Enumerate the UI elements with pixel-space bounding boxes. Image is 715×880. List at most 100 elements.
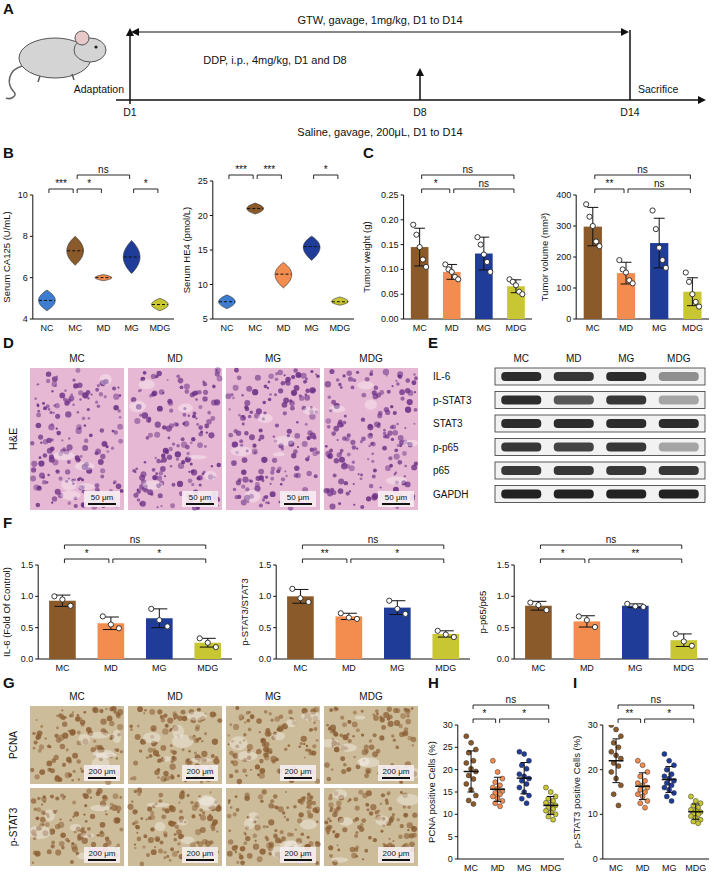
image-texture: [207, 411, 211, 415]
image-texture: [55, 849, 61, 855]
image-texture: [248, 415, 252, 419]
image-texture: [325, 418, 331, 424]
image-texture: [260, 738, 266, 744]
image-texture: [113, 405, 118, 410]
blot-band: [501, 490, 541, 499]
image-texture: [392, 813, 395, 816]
image-texture: [365, 377, 370, 382]
image-texture: [279, 830, 283, 834]
row-label: p-STAT3: [8, 807, 19, 846]
image-texture: [185, 445, 190, 450]
image-texture: [266, 842, 272, 848]
image-texture: [391, 734, 394, 737]
image-texture: [405, 388, 411, 394]
tick-mark: [401, 294, 404, 295]
image-texture: [338, 502, 341, 505]
image-texture: [394, 453, 400, 459]
image-texture: [115, 817, 121, 823]
image-texture: [51, 381, 57, 387]
image-texture: [356, 447, 358, 449]
image-texture: [269, 393, 272, 396]
image-texture: [286, 719, 296, 727]
image-texture: [143, 371, 147, 375]
image-texture: [313, 707, 319, 713]
image-texture: [361, 733, 364, 736]
error-bar: [479, 237, 490, 270]
image-texture: [403, 844, 405, 846]
blot-band: [659, 443, 699, 452]
image-texture: [74, 811, 79, 816]
image-texture: [400, 824, 404, 828]
image-texture: [164, 475, 166, 477]
image-texture: [293, 368, 298, 373]
image-texture: [202, 396, 207, 401]
image-texture: [281, 836, 286, 841]
image-texture: [373, 394, 379, 400]
tick-label: 100: [556, 283, 571, 293]
image-texture: [250, 769, 252, 771]
image-texture: [364, 849, 368, 853]
data-point: [683, 270, 688, 275]
image-texture: [159, 389, 165, 395]
image-texture: [186, 452, 189, 455]
image-texture: [257, 856, 263, 862]
category-label: MC: [586, 323, 600, 333]
image-texture: [346, 768, 350, 772]
image-texture: [147, 807, 152, 812]
image-texture: [356, 728, 360, 732]
image-texture: [290, 406, 295, 411]
image-texture: [344, 414, 347, 417]
image-texture: [407, 399, 413, 405]
image-texture: [113, 394, 119, 400]
image-texture: [303, 743, 305, 745]
image-texture: [337, 807, 339, 809]
median-line: [219, 301, 235, 302]
image-texture: [151, 374, 156, 379]
tick-mark: [35, 627, 38, 628]
image-texture: [78, 778, 81, 781]
image-texture: [414, 408, 418, 412]
y-axis: [38, 565, 39, 659]
image-texture: [312, 801, 316, 805]
image-texture: [166, 855, 169, 858]
image-texture: [285, 380, 290, 385]
scale-label: 200 μm: [383, 767, 410, 776]
image-texture: [100, 428, 105, 433]
image-texture: [193, 412, 197, 416]
image-texture: [72, 711, 74, 713]
image-texture: [60, 818, 62, 820]
image-texture: [380, 802, 383, 805]
scale-bar: [186, 503, 214, 505]
image-texture: [396, 423, 398, 425]
image-texture: [382, 843, 385, 846]
data-point: [590, 223, 595, 228]
image-texture: [368, 836, 372, 840]
image-texture: [360, 474, 363, 477]
image-texture: [51, 423, 54, 426]
image-texture: [169, 859, 172, 862]
image-texture: [407, 829, 409, 831]
image-texture: [260, 800, 263, 803]
image-texture: [38, 434, 43, 439]
image-texture: [67, 839, 70, 842]
image-texture: [367, 808, 370, 811]
image-texture: [198, 405, 202, 409]
image-texture: [197, 708, 201, 712]
image-texture: [212, 384, 215, 387]
image-texture: [344, 481, 348, 485]
image-texture: [149, 709, 155, 715]
image-texture: [69, 713, 73, 717]
tick-label: 20: [198, 211, 208, 221]
image-ground: [128, 706, 222, 784]
image-texture: [333, 473, 337, 477]
tick-label: 0.20: [381, 215, 399, 225]
marks: [411, 222, 525, 319]
image-texture: [367, 458, 369, 460]
image-texture: [306, 805, 309, 808]
panel-letter: F: [3, 514, 12, 531]
image-texture: [379, 735, 384, 740]
image-texture: [241, 470, 246, 475]
image-texture: [264, 710, 268, 714]
image-texture: [228, 433, 233, 438]
image-texture: [102, 795, 108, 801]
